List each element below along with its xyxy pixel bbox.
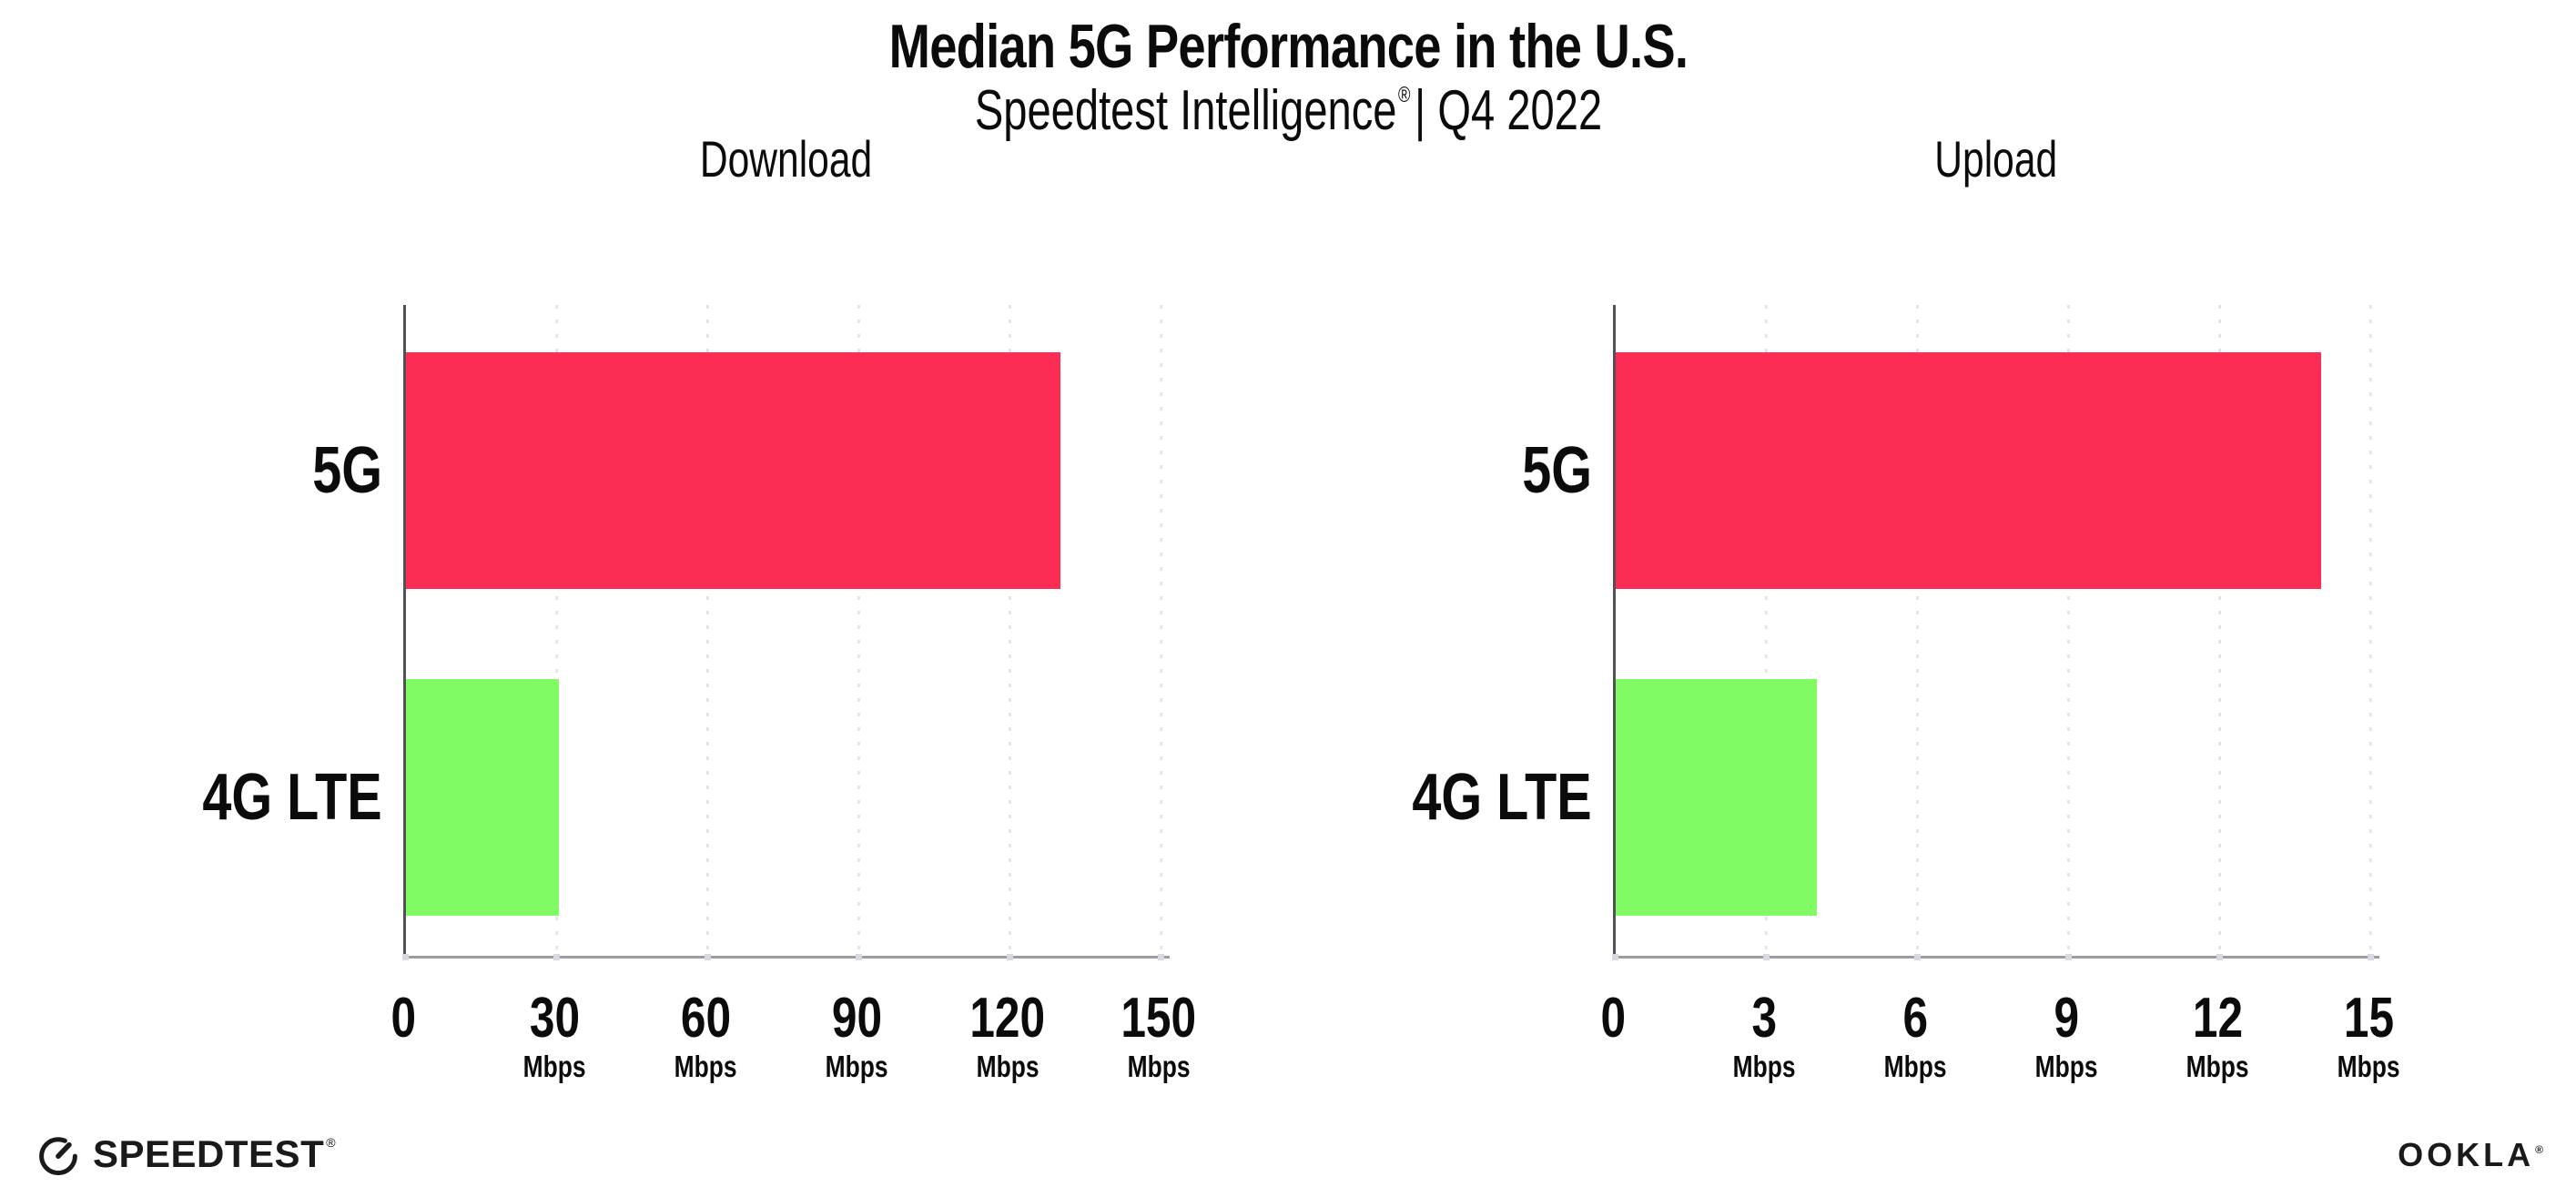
gridline-9 xyxy=(2067,305,2070,956)
x-tick-value: 15 xyxy=(2343,987,2394,1050)
subtitle-separator: | xyxy=(1414,79,1425,142)
speedtest-logo: SPEEDTEST ® xyxy=(35,1131,336,1178)
axis-tick-dot xyxy=(1763,954,1770,960)
upload-chart-panel: Upload 0 3 Mbps 6 Mbps 9 Mbps 12 Mbps 15 Mbps 5G 4G … xyxy=(1210,0,2498,1138)
x-tick-label: 30 Mbps xyxy=(472,989,636,1085)
x-tick-label: 0 xyxy=(1531,989,1695,1049)
plot-area-download xyxy=(402,305,1170,960)
speedtest-wordmark: SPEEDTEST xyxy=(93,1132,325,1175)
x-tick-unit: Mbps xyxy=(2337,1050,2400,1083)
x-tick-unit: Mbps xyxy=(522,1050,586,1083)
download-chart-panel: Download 0 30 Mbps 60 Mbps 90 Mbps 120 Mbps 150 Mb… xyxy=(0,0,1288,1138)
x-tick-unit: Mbps xyxy=(2034,1050,2098,1083)
axis-tick-dot xyxy=(1158,954,1164,960)
ookla-logo: OOKLA® xyxy=(2398,1136,2547,1174)
subtitle-product: Speedtest Intelligence xyxy=(974,79,1397,142)
bar-4g-lte-upload xyxy=(1616,679,1818,916)
x-tick-value: 30 xyxy=(529,987,580,1050)
x-tick-label: 120 Mbps xyxy=(926,989,1090,1085)
x-tick-label: 3 Mbps xyxy=(1682,989,1846,1085)
page-title-text: Median 5G Performance in the U.S. xyxy=(888,12,1688,81)
x-tick-value: 3 xyxy=(1751,987,1777,1050)
ookla-wordmark: OOKLA xyxy=(2398,1136,2535,1173)
x-tick-unit: Mbps xyxy=(2186,1050,2249,1083)
x-tick-unit: Mbps xyxy=(976,1050,1040,1083)
axis-tick-dot xyxy=(553,954,560,960)
x-tick-label: 12 Mbps xyxy=(2135,989,2299,1085)
bar-5g-upload xyxy=(1616,352,2321,589)
chart-title-upload: Upload xyxy=(1934,130,2058,188)
gridline-3 xyxy=(1765,305,1768,956)
x-tick-value: 0 xyxy=(390,987,416,1050)
x-tick-unit: Mbps xyxy=(1732,1050,1796,1083)
x-tick-value: 90 xyxy=(831,987,882,1050)
axis-tick-dot xyxy=(2065,954,2072,960)
x-tick-label: 60 Mbps xyxy=(624,989,787,1085)
x-tick-unit: Mbps xyxy=(1127,1050,1191,1083)
gridline-90 xyxy=(857,305,860,956)
category-label-4g-lte: 4G LTE xyxy=(202,761,382,834)
x-tick-value: 120 xyxy=(969,987,1046,1050)
x-tick-label: 9 Mbps xyxy=(1984,989,2148,1085)
chart-title-download: Download xyxy=(700,130,873,188)
x-tick-value: 60 xyxy=(680,987,731,1050)
bar-5g-download xyxy=(406,352,1061,589)
gridline-150 xyxy=(1160,305,1162,956)
page-subtitle: Speedtest Intelligence®| Q4 2022 xyxy=(0,78,2576,143)
gridline-6 xyxy=(1916,305,1919,956)
page-title: Median 5G Performance in the U.S. xyxy=(0,11,2576,82)
gridline-12 xyxy=(2218,305,2221,956)
category-label-4g-lte: 4G LTE xyxy=(1412,761,1592,834)
axis-tick-dot xyxy=(402,954,409,960)
x-tick-label: 90 Mbps xyxy=(775,989,938,1085)
bar-4g-lte-download xyxy=(406,679,559,916)
gridline-120 xyxy=(1009,305,1011,956)
x-tick-unit: Mbps xyxy=(825,1050,888,1083)
axis-tick-dot xyxy=(856,954,862,960)
x-tick-value: 0 xyxy=(1600,987,1626,1050)
axis-tick-dot xyxy=(1007,954,1013,960)
axis-tick-dot xyxy=(705,954,711,960)
gauge-icon xyxy=(39,1137,77,1176)
gridline-60 xyxy=(706,305,709,956)
plot-area-upload xyxy=(1612,305,2379,960)
x-tick-value: 12 xyxy=(2192,987,2243,1050)
category-label-5g: 5G xyxy=(312,434,382,507)
x-tick-unit: Mbps xyxy=(1883,1050,1947,1083)
x-tick-label: 0 xyxy=(321,989,485,1049)
axis-tick-dot xyxy=(2368,954,2374,960)
axis-tick-dot xyxy=(1612,954,1618,960)
x-tick-label: 15 Mbps xyxy=(2287,989,2450,1085)
registered-mark: ® xyxy=(1397,83,1410,107)
axis-tick-dot xyxy=(1914,954,1921,960)
x-tick-label: 6 Mbps xyxy=(1833,989,1997,1085)
x-tick-unit: Mbps xyxy=(674,1050,737,1083)
x-tick-value: 6 xyxy=(1902,987,1928,1050)
x-tick-label: 150 Mbps xyxy=(1077,989,1241,1085)
ookla-registered-mark: ® xyxy=(2535,1143,2547,1156)
speedtest-trademark-mark: ® xyxy=(326,1135,336,1150)
gridline-30 xyxy=(555,305,558,956)
x-tick-value: 9 xyxy=(2054,987,2079,1050)
axis-tick-dot xyxy=(2216,954,2223,960)
gridline-15 xyxy=(2369,305,2372,956)
category-label-5g: 5G xyxy=(1522,434,1592,507)
subtitle-period: Q4 2022 xyxy=(1436,79,1602,142)
x-tick-value: 150 xyxy=(1121,987,1197,1050)
